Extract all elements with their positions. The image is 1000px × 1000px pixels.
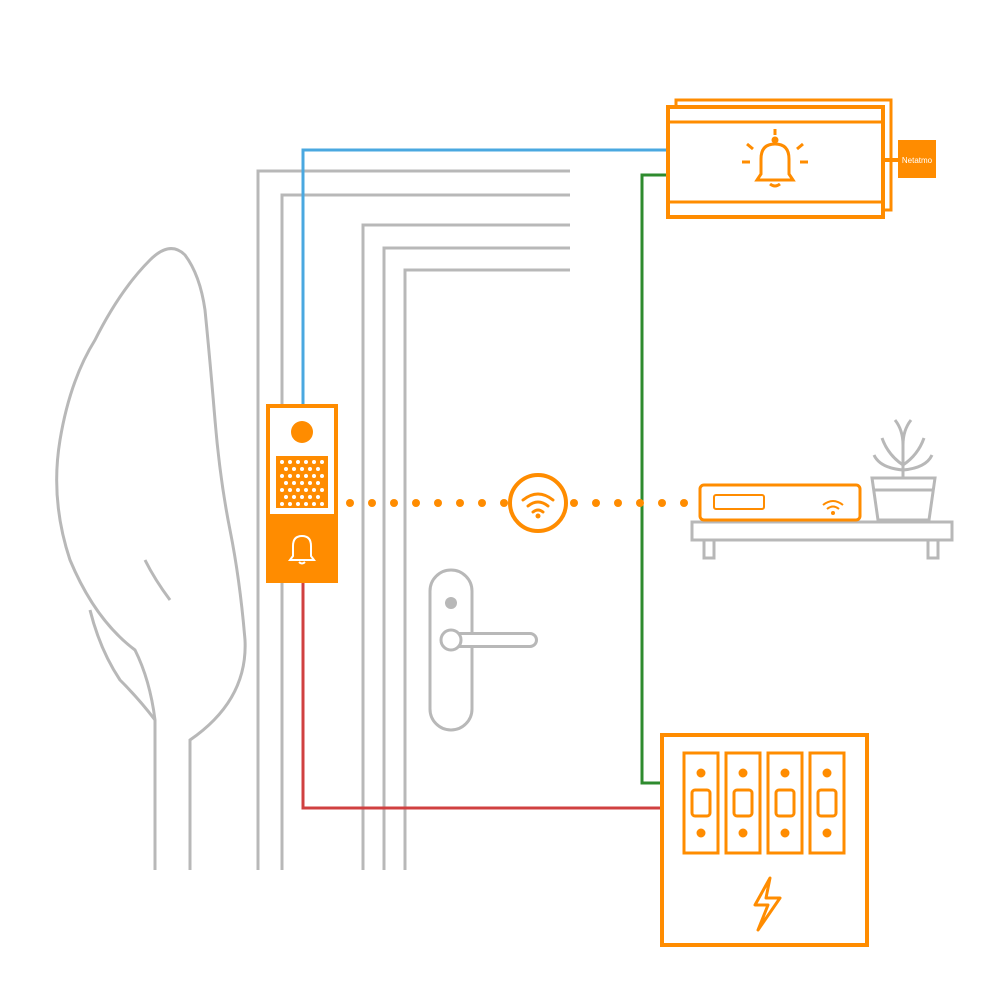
wifi-icon [510, 475, 566, 531]
wire-green [642, 175, 668, 783]
plant-decoration [872, 420, 935, 520]
tree-illustration [57, 249, 245, 870]
chime-box [668, 100, 898, 217]
wire-blue [303, 150, 668, 406]
fuse-box [662, 735, 867, 945]
netatmo-hub: Netatmo [898, 140, 936, 178]
bell-icon [268, 516, 336, 581]
router-device [700, 485, 860, 520]
doorbell-device [268, 406, 336, 581]
wire-red [303, 581, 662, 808]
shelf [692, 522, 952, 558]
netatmo-label: Netatmo [902, 156, 933, 165]
wiring-diagram: Netatmo [0, 0, 1000, 1000]
